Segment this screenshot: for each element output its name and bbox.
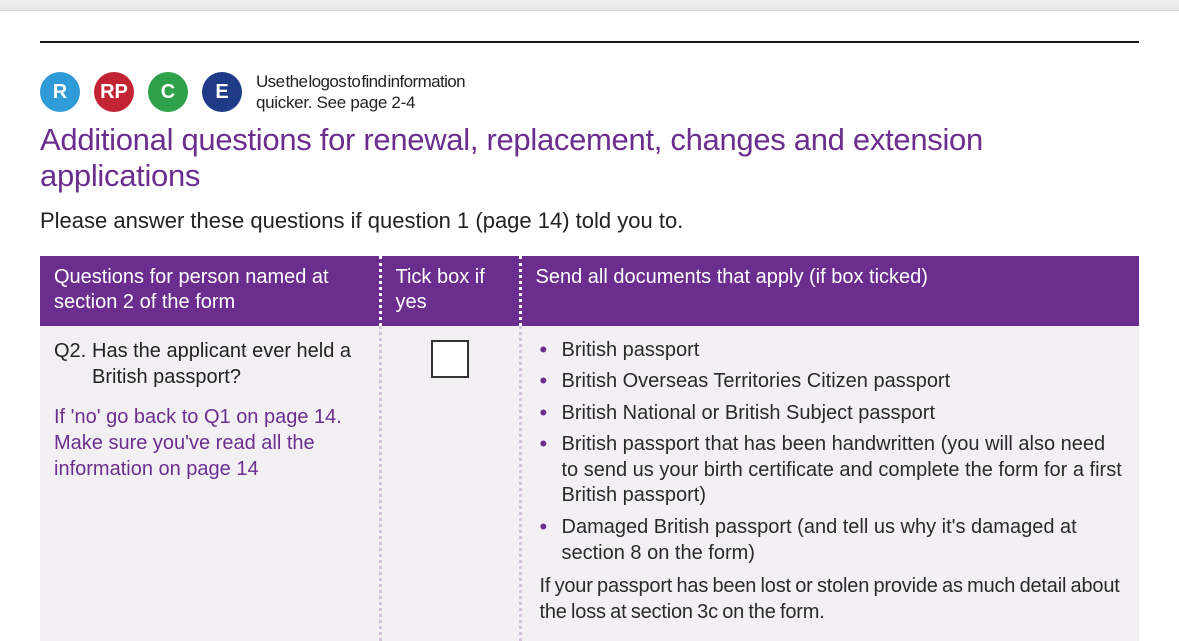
logo-changes: C [148,72,188,112]
list-item: British National or British Subject pass… [562,401,1126,427]
question-hint: If 'no' go back to Q1 on page 14. Make s… [54,404,365,482]
logo-hint: Use the logos to find information quicke… [256,71,465,114]
table-header-row: Questions for person named at section 2 … [40,256,1139,326]
table-header-questions: Questions for person named at section 2 … [40,256,380,326]
questions-table: Questions for person named at section 2 … [40,256,1139,641]
top-rule [40,41,1139,43]
cell-documents: British passport British Overseas Territ… [520,326,1139,641]
logo-renewal: R [40,72,80,112]
logo-hint-line1: Use the logos to find information [256,72,465,91]
section-instruction: Please answer these questions if questio… [40,208,1139,234]
page-content: R RP C E Use the logos to find informati… [0,11,1179,641]
cell-tickbox [380,326,520,641]
section-title: Additional questions for renewal, replac… [40,122,1139,194]
table-header-documents: Send all documents that apply (if box ti… [520,256,1139,326]
question-text: Has the applicant ever held a British pa… [92,338,365,390]
window-chrome-top [0,0,1179,11]
list-item: British passport [562,338,1126,364]
question-text-wrap: Q2. Has the applicant ever held a Britis… [54,338,365,390]
question-number: Q2. [54,338,92,390]
list-item: British Overseas Territories Citizen pas… [562,369,1126,395]
logo-extension: E [202,72,242,112]
logo-row: R RP C E Use the logos to find informati… [40,71,1139,114]
documents-tail-note: If your passport has been lost or stolen… [536,574,1126,625]
list-item: Damaged British passport (and tell us wh… [562,515,1126,566]
table-header-tickbox: Tick box if yes [380,256,520,326]
tickbox-q2[interactable] [431,340,469,378]
list-item: British passport that has been handwritt… [562,432,1126,509]
table-row: Q2. Has the applicant ever held a Britis… [40,326,1139,641]
cell-question: Q2. Has the applicant ever held a Britis… [40,326,380,641]
logo-hint-line2: quicker. See page 2-4 [256,93,415,112]
logo-replacement: RP [94,72,134,112]
documents-list: British passport British Overseas Territ… [536,338,1126,567]
